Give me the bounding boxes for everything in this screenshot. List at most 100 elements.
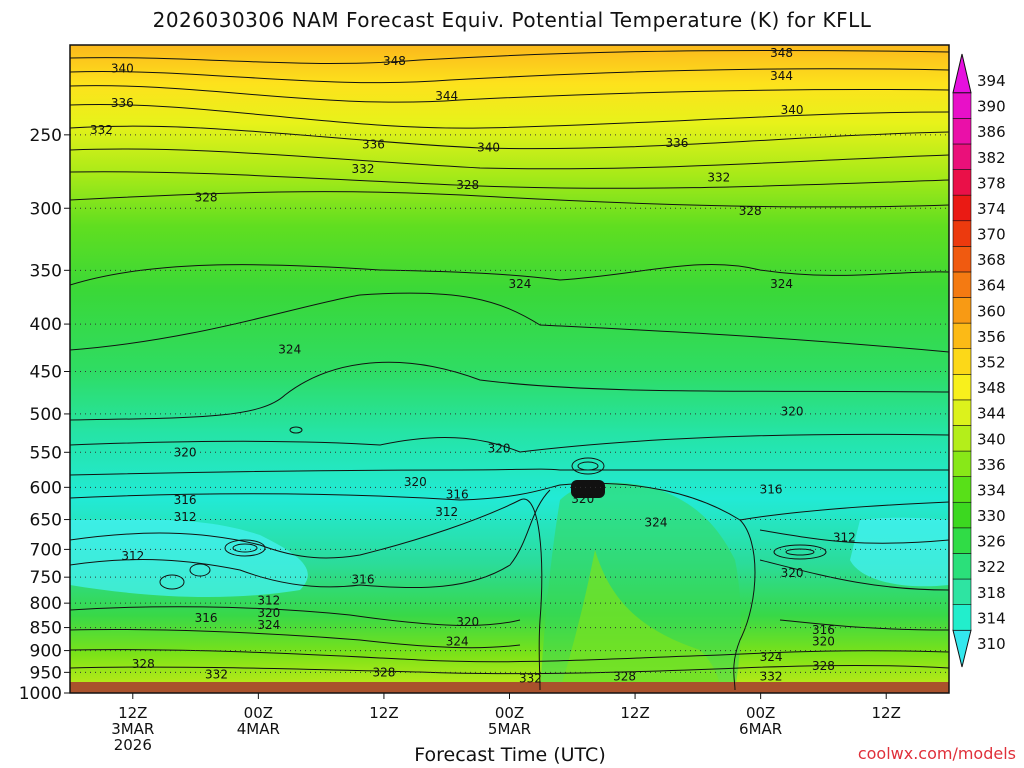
contour-label-43: 324 bbox=[645, 516, 668, 530]
contour-label-41: 332 bbox=[519, 672, 542, 686]
colorbar-label-370: 370 bbox=[977, 226, 1006, 244]
colorbar-swatch-318 bbox=[952, 578, 972, 605]
colorbar-swatch-370 bbox=[952, 220, 972, 247]
colorbar-label-386: 386 bbox=[977, 123, 1006, 141]
contour-label-1: 336 bbox=[111, 96, 134, 110]
contour-label-26: 312 bbox=[174, 510, 197, 524]
contour-line-16 bbox=[70, 489, 551, 589]
y-tick-label-550: 550 bbox=[30, 443, 62, 463]
colorbar-label-310: 310 bbox=[977, 635, 1006, 653]
vortex-ring-7 bbox=[289, 426, 303, 434]
contour-label-16: 324 bbox=[509, 277, 532, 291]
colorbar-label-318: 318 bbox=[977, 584, 1006, 602]
chart-title: 2026030306 NAM Forecast Equiv. Potential… bbox=[152, 8, 872, 32]
contour-label-17: 324 bbox=[770, 277, 793, 291]
contour-label-44: 328 bbox=[613, 670, 636, 684]
y-tick-label-800: 800 bbox=[30, 594, 62, 614]
y-tick-label-650: 650 bbox=[30, 511, 62, 531]
colorbar-label-340: 340 bbox=[977, 430, 1006, 448]
colorbar-swatch-378 bbox=[952, 169, 972, 196]
contour-line-23 bbox=[70, 664, 949, 675]
contour-line-5 bbox=[70, 125, 949, 150]
contour-label-19: 320 bbox=[174, 445, 197, 459]
contour-label-42: 320 bbox=[571, 492, 594, 506]
contour-labels: 340 336 332 328 348 344 336 340 332 328 348 344 340 3… bbox=[90, 46, 856, 686]
x-tick-label-5-1: 6MAR bbox=[739, 720, 782, 738]
contour-label-29: 312 bbox=[121, 549, 144, 563]
colorbar-swatch-348 bbox=[952, 373, 972, 401]
colorbar-label-382: 382 bbox=[977, 149, 1006, 167]
contour-line-13 bbox=[70, 468, 949, 476]
colorbar-swatch-326 bbox=[952, 527, 972, 554]
colorbar-label-364: 364 bbox=[977, 277, 1006, 295]
contour-label-28: 312 bbox=[833, 531, 856, 545]
vortex-ring-8 bbox=[571, 457, 605, 475]
y-tick-label-450: 450 bbox=[30, 363, 62, 383]
contour-line-1 bbox=[70, 49, 949, 64]
colorbar-swatch-368 bbox=[952, 246, 972, 273]
contour-label-40: 328 bbox=[372, 665, 395, 679]
colorbar-swatch-390 bbox=[952, 92, 972, 119]
contour-label-12: 340 bbox=[781, 103, 804, 117]
contour-line-15 bbox=[70, 498, 543, 691]
contour-label-9: 328 bbox=[456, 178, 479, 192]
contour-label-11: 344 bbox=[770, 69, 793, 83]
contour-line-18 bbox=[759, 529, 949, 544]
colorbar-swatch-330 bbox=[952, 501, 972, 529]
contour-label-10: 348 bbox=[770, 46, 793, 60]
x-tick-label-4-0: 12Z bbox=[620, 704, 649, 722]
y-tick-label-250: 250 bbox=[30, 126, 62, 146]
contour-line-11 bbox=[70, 361, 949, 421]
x-tick-label-6-0: 12Z bbox=[872, 704, 901, 722]
contour-label-0: 340 bbox=[111, 61, 134, 75]
colorbar-swatch-364 bbox=[952, 271, 972, 298]
y-tick-label-300: 300 bbox=[30, 199, 62, 219]
contour-line-12 bbox=[70, 433, 949, 453]
contour-label-25: 316 bbox=[760, 482, 783, 496]
low-theta-pocket-right bbox=[850, 517, 949, 587]
y-tick-label-900: 900 bbox=[30, 642, 62, 662]
contour-label-46: 316 bbox=[812, 623, 835, 637]
contour-line-7 bbox=[70, 171, 949, 189]
dense-contour-blob bbox=[571, 480, 605, 498]
contour-decoration bbox=[70, 49, 949, 693]
contour-label-8: 332 bbox=[352, 162, 375, 176]
x-tick-label-3-0: 00Z bbox=[495, 704, 524, 722]
colorbar-label-322: 322 bbox=[977, 558, 1006, 576]
y-tick-label-1000: 1000 bbox=[19, 684, 62, 704]
contour-label-50: 332 bbox=[760, 670, 783, 684]
low-theta-pocket-left bbox=[70, 519, 308, 597]
colorbar: 310 314 318 322 326 330 334 336 340 344 348 352 356 3… bbox=[952, 53, 1006, 668]
colorbar-label-344: 344 bbox=[977, 405, 1006, 423]
contour-line-4 bbox=[70, 103, 949, 129]
colorbar-label-360: 360 bbox=[977, 302, 1006, 320]
colorbar-swatch-322 bbox=[952, 553, 972, 580]
colorbar-label-326: 326 bbox=[977, 533, 1006, 551]
x-tick-label-0-0: 12Z bbox=[118, 704, 147, 722]
y-tick-label-750: 750 bbox=[30, 568, 62, 588]
y-tick-label-500: 500 bbox=[30, 405, 62, 425]
ground-layer bbox=[70, 682, 949, 693]
contour-label-4: 348 bbox=[383, 54, 406, 68]
contour-label-49: 328 bbox=[812, 659, 835, 673]
contour-label-15: 328 bbox=[739, 204, 762, 218]
contour-label-24: 316 bbox=[446, 488, 469, 502]
colorbar-swatch-334 bbox=[952, 476, 972, 503]
contour-label-6: 336 bbox=[362, 137, 385, 151]
contour-label-27: 312 bbox=[435, 505, 458, 519]
contour-label-22: 320 bbox=[781, 404, 804, 418]
contour-label-34: 324 bbox=[257, 618, 280, 632]
y-tick-label-950: 950 bbox=[30, 663, 62, 683]
colorbar-arrow-low bbox=[952, 629, 972, 668]
warm-plume-core bbox=[560, 550, 720, 690]
contour-label-47: 320 bbox=[812, 635, 835, 649]
vortex-ring-1 bbox=[224, 539, 266, 557]
colorbar-swatch-382 bbox=[952, 143, 972, 170]
contour-label-7: 340 bbox=[477, 141, 500, 155]
site-credit-link[interactable]: coolwx.com/models bbox=[857, 744, 1016, 763]
colorbar-swatch-336 bbox=[952, 450, 972, 477]
vortex-ring-4 bbox=[189, 563, 211, 577]
x-tick-label-5-0: 00Z bbox=[746, 704, 775, 722]
colorbar-swatch-386 bbox=[952, 118, 972, 145]
